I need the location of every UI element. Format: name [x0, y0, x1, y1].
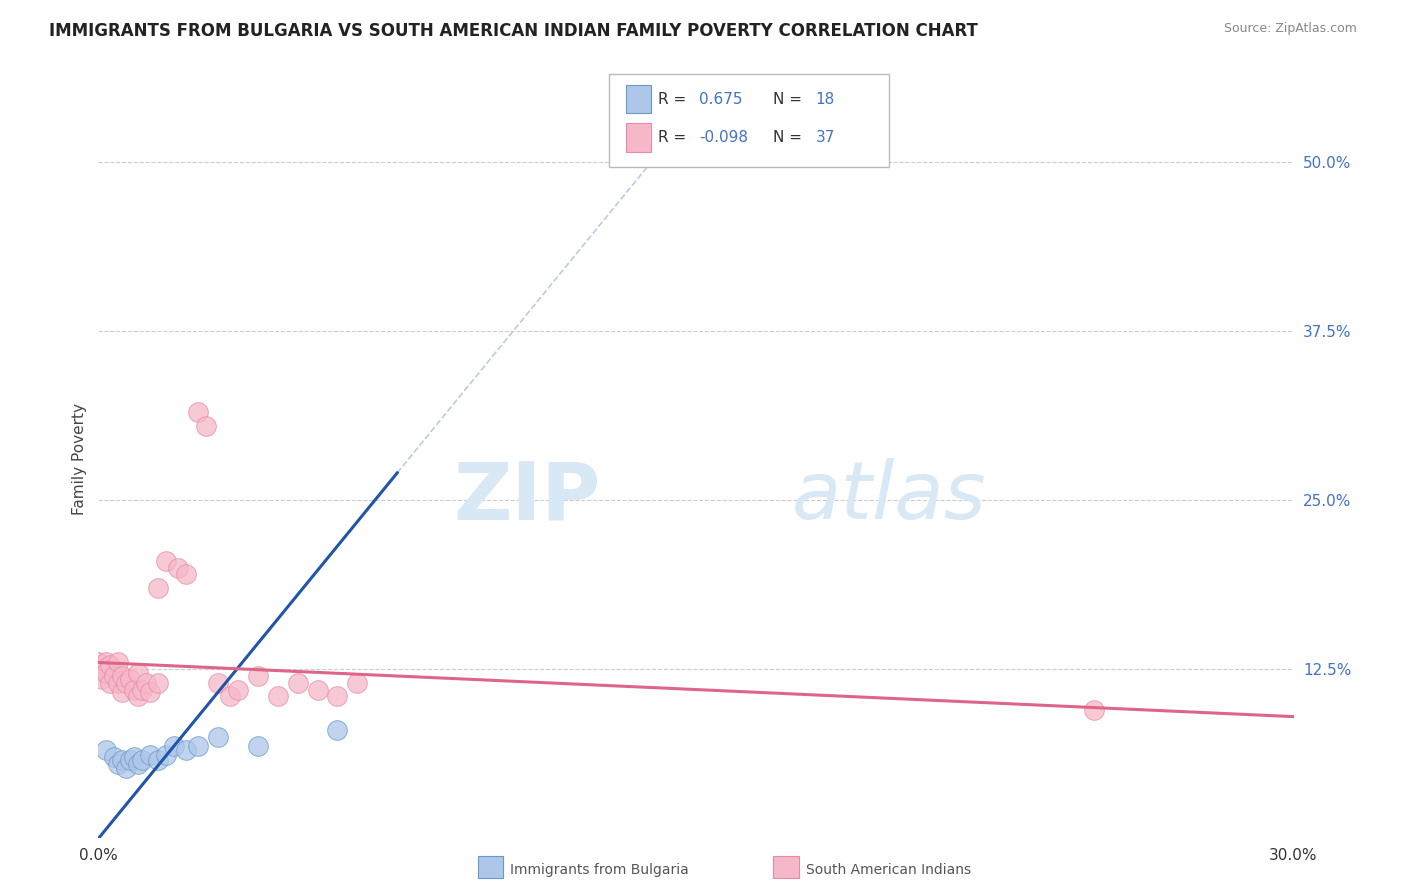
Point: [124, 682, 146, 697]
Text: 37: 37: [815, 130, 835, 145]
Point: [120, 672, 142, 686]
Point: [111, 669, 134, 683]
Point: [246, 669, 269, 683]
Point: [131, 682, 153, 697]
Point: [91, 662, 114, 676]
Point: [131, 753, 153, 767]
Point: [174, 567, 197, 582]
Point: [115, 675, 138, 690]
Point: [307, 682, 329, 697]
Point: [148, 581, 170, 595]
Text: 18: 18: [815, 92, 835, 106]
Text: N =: N =: [773, 92, 803, 106]
Point: [167, 560, 190, 574]
Text: IMMIGRANTS FROM BULGARIA VS SOUTH AMERICAN INDIAN FAMILY POVERTY CORRELATION CHA: IMMIGRANTS FROM BULGARIA VS SOUTH AMERIC…: [49, 22, 979, 40]
Point: [111, 753, 134, 767]
Point: [267, 690, 290, 704]
Point: [287, 675, 309, 690]
Text: R =: R =: [658, 130, 686, 145]
Text: R =: R =: [658, 92, 686, 106]
Point: [326, 723, 349, 738]
Text: atlas: atlas: [792, 458, 987, 536]
Point: [91, 672, 114, 686]
Point: [96, 743, 118, 757]
Point: [107, 757, 129, 772]
Point: [195, 418, 218, 433]
Text: ZIP: ZIP: [453, 458, 600, 536]
Point: [103, 750, 125, 764]
Point: [207, 675, 229, 690]
Point: [98, 658, 122, 673]
Point: [135, 675, 157, 690]
Point: [127, 690, 149, 704]
Point: [107, 675, 129, 690]
Point: [219, 690, 242, 704]
Point: [326, 690, 349, 704]
Point: [187, 739, 209, 754]
Point: [120, 753, 142, 767]
Point: [98, 675, 122, 690]
Point: [87, 656, 110, 670]
Point: [103, 669, 125, 683]
Y-axis label: Family Poverty: Family Poverty: [72, 403, 87, 516]
Text: South American Indians: South American Indians: [806, 863, 970, 877]
Text: -0.098: -0.098: [699, 130, 748, 145]
Point: [246, 739, 269, 754]
Text: Immigrants from Bulgaria: Immigrants from Bulgaria: [510, 863, 689, 877]
Point: [163, 739, 186, 754]
Point: [226, 682, 249, 697]
Point: [107, 656, 129, 670]
Point: [139, 747, 162, 762]
Point: [127, 757, 149, 772]
Point: [127, 666, 149, 681]
Point: [96, 666, 118, 681]
Point: [346, 675, 368, 690]
Point: [207, 730, 229, 744]
Point: [139, 685, 162, 699]
Point: [148, 675, 170, 690]
Point: [155, 747, 177, 762]
Point: [111, 685, 134, 699]
Text: Source: ZipAtlas.com: Source: ZipAtlas.com: [1223, 22, 1357, 36]
Point: [174, 743, 197, 757]
Text: N =: N =: [773, 130, 803, 145]
Text: 0.675: 0.675: [699, 92, 742, 106]
Point: [115, 761, 138, 775]
Point: [155, 554, 177, 568]
Point: [1083, 703, 1105, 717]
Point: [124, 750, 146, 764]
Point: [187, 405, 209, 419]
Point: [148, 753, 170, 767]
Point: [96, 656, 118, 670]
